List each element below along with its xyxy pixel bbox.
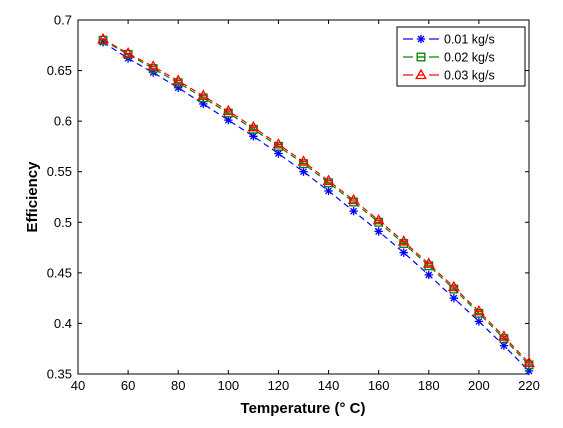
y-tick-label: 0.65 (47, 63, 72, 78)
data-point (199, 99, 208, 109)
series-layer (97, 32, 535, 376)
data-point (372, 213, 385, 225)
y-tick-label: 0.35 (47, 367, 72, 382)
data-point (247, 120, 260, 132)
data-point (297, 155, 310, 166)
data-point (347, 193, 360, 205)
x-tick-label: 140 (318, 378, 340, 393)
data-point (447, 280, 460, 292)
data-point (172, 74, 185, 85)
data-point (399, 248, 408, 257)
legend: 0.01 kg/s 0.02 kg/s 0.03 kg/s (396, 26, 526, 87)
data-point (524, 366, 534, 376)
x-tick-label: 100 (217, 378, 239, 393)
y-tick-label: 0.45 (47, 265, 72, 280)
y-tick-label: 0.6 (54, 114, 72, 129)
x-tick-label: 60 (121, 378, 135, 393)
legend-label: 0.02 kg/s (444, 51, 495, 65)
data-point (249, 132, 258, 141)
x-tick-label: 180 (418, 378, 440, 393)
x-tick-label: 220 (518, 378, 540, 393)
legend-marker (415, 68, 427, 80)
data-point (422, 257, 435, 268)
data-point (322, 174, 335, 185)
y-tick-label: 0.55 (47, 164, 72, 179)
data-point (523, 356, 535, 368)
data-point (449, 293, 459, 303)
legend-label: 0.01 kg/s (444, 33, 495, 47)
x-axis-label: Temperature (° C) (241, 400, 366, 417)
data-point (147, 60, 160, 71)
data-point (498, 330, 510, 341)
x-tick-label: 80 (171, 378, 185, 393)
data-point (472, 304, 485, 316)
data-point (349, 206, 358, 216)
y-tick-label: 0.5 (54, 215, 72, 230)
y-axis-label: Efficiency (24, 161, 41, 233)
data-point (224, 115, 233, 125)
x-tick-label: 200 (468, 378, 490, 393)
axis-ticks: 40 60 80 100 120 140 160 180 200 220 0.35 0.4 0.45 0.… (47, 13, 540, 394)
data-point (299, 167, 308, 176)
x-tick-label: 160 (368, 378, 390, 393)
legend-marker (416, 34, 426, 44)
legend-label: 0.03 kg/s (444, 69, 495, 83)
data-point (424, 270, 433, 280)
legend-marker (416, 52, 426, 62)
data-point (174, 83, 183, 92)
y-tick-label: 0.4 (54, 316, 72, 331)
data-point (324, 186, 333, 196)
data-point (197, 89, 210, 101)
data-point (397, 235, 410, 246)
data-point (474, 317, 484, 326)
y-tick-label: 0.7 (54, 13, 72, 28)
data-point (97, 32, 109, 44)
series-line (102, 38, 530, 364)
data-point (272, 138, 285, 149)
x-tick-label: 40 (71, 378, 85, 393)
data-point (222, 104, 235, 116)
data-point (122, 47, 135, 58)
data-point (374, 227, 383, 236)
x-tick-label: 120 (268, 378, 290, 393)
